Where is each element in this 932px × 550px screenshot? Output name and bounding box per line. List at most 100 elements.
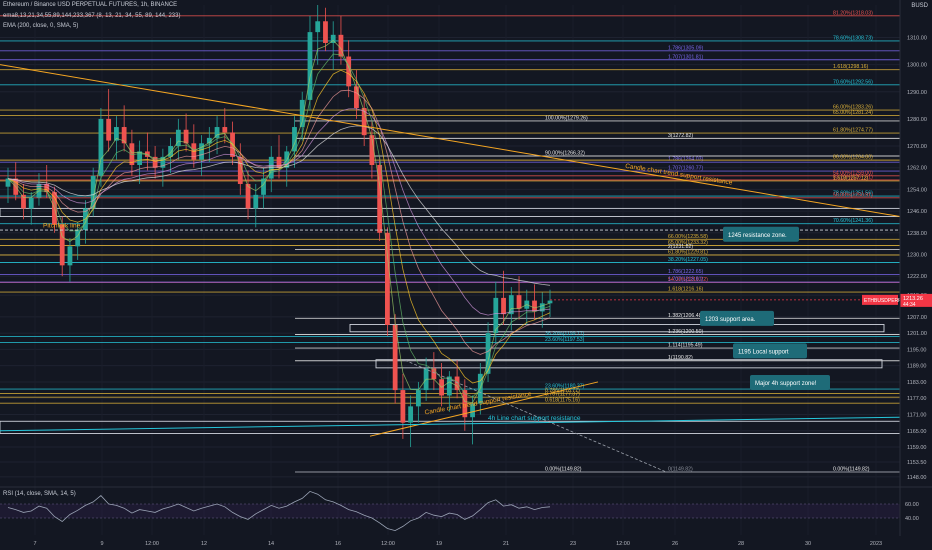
y-tick-label: 1238.00 (907, 231, 927, 237)
fib-label: 0.00%(1149.82) (545, 466, 582, 472)
candle-body (315, 21, 321, 33)
ema-line (7, 108, 551, 316)
candle-body (113, 127, 119, 141)
y-tick-label: 1189.00 (907, 364, 926, 370)
candle-body (129, 143, 135, 165)
fib-label: 1.707(1301.81) (668, 54, 703, 60)
ema-line (7, 89, 551, 355)
fib-label: 50.00%(1250.91) (833, 192, 873, 198)
fib-label: 66.00%(1283.26) (833, 105, 873, 111)
candle-body (237, 156, 243, 184)
fib-label: 66.00%(1235.58) (668, 234, 708, 240)
y-tick-label: 1300.00 (907, 63, 927, 69)
fib-label: 1.618(1257.12) (833, 175, 868, 181)
candle-body (485, 333, 491, 374)
y-tick-label: 1153.50 (907, 460, 926, 466)
candle-body (377, 165, 383, 233)
callout-box (733, 343, 807, 359)
candle-body (384, 232, 390, 325)
candle-body (261, 178, 266, 195)
ema-ribbon-legend: ema8,13,21,34,55,89,144,233,367 (8, 13, … (3, 13, 181, 19)
fib-label: 1.707(1219.81) (668, 277, 703, 283)
candle-body (361, 108, 367, 136)
y-tick-label: 1246.00 (907, 209, 927, 215)
candle-body (547, 300, 553, 304)
callout-box (750, 374, 830, 390)
candle-body (183, 129, 189, 144)
fib-label: 1.786(1305.09) (668, 45, 703, 51)
candle-body (323, 21, 328, 43)
rsi-level-label: 60.00 (905, 502, 919, 508)
fib-label: 61.80%(1229.81) (668, 250, 708, 256)
symbol-title: Ethereum / Binance USD PERPETUAL FUTURES… (3, 2, 178, 8)
fib-label: 3(1272.82) (668, 133, 693, 139)
callout-box (723, 226, 799, 242)
candle-body (307, 32, 313, 100)
fib-label: 1(1190.82) (668, 355, 693, 361)
symbol-tag-text: ETHBUSDPERP (864, 298, 902, 304)
candle-support-trendline (369, 381, 599, 437)
fib-label: 78.60%(1251.56) (833, 191, 873, 197)
fib-label: 38.20%(1199.77) (545, 331, 585, 337)
fib-label: 0(1149.82) (668, 466, 693, 472)
price-tag-countdown: 44:34 (903, 302, 916, 308)
x-tick-label: 12:00 (145, 541, 159, 547)
candle-body (98, 118, 104, 176)
candle-body (121, 127, 127, 144)
candle-body (369, 135, 375, 165)
candle-body (516, 295, 522, 309)
pitchfork-annotation: Pitchfork line (43, 222, 81, 229)
fib-label: 65.00%(1281.24) (833, 110, 873, 116)
y-tick-label: 1177.00 (907, 396, 926, 402)
fib-label: 81.20%(1318.03) (833, 10, 873, 16)
candle-body (75, 230, 81, 247)
y-tick-label: 1195.00 (907, 347, 926, 353)
candle-body (160, 156, 166, 168)
candle-body (470, 403, 475, 418)
candle-body (400, 390, 406, 423)
fib-label: 70.60%(1241.36) (833, 218, 873, 224)
fib-label: 86.00%(1264.80) (833, 155, 873, 161)
fib-label: 1.707(1260.77) (668, 166, 703, 172)
candle-body (431, 368, 437, 380)
fib-label: 0.00%(1149.82) (833, 466, 870, 472)
candle-body (21, 194, 26, 209)
fib-label: 1.618(1298.16) (833, 64, 868, 70)
ema-line (7, 53, 551, 398)
candle-body (59, 224, 65, 266)
candle-body (299, 99, 305, 128)
candle-body (532, 300, 537, 312)
fib-label: 70.60%(1292.56) (833, 79, 873, 85)
fib-label: 0.707(1177.37) (545, 392, 580, 398)
candle-body (408, 406, 414, 423)
x-tick-label: 16 (335, 541, 341, 547)
candle-body (539, 303, 545, 312)
rsi-legend: RSI (14, close, SMA, 14, 5) (3, 491, 76, 497)
fib-label: 78.60%(1308.73) (833, 35, 873, 41)
x-tick-label: 26 (672, 541, 678, 547)
fib-label: 90.00%(1266.32) (545, 150, 585, 156)
candle-body (5, 178, 11, 187)
candle-body (508, 295, 514, 315)
fib-label: 23.60%(1180.37) (545, 384, 585, 390)
y-tick-label: 1290.00 (907, 90, 927, 96)
fib-label: 0.618(1175.16) (545, 398, 580, 404)
fib-label: 83.20%(1257.51) (833, 174, 873, 180)
fib-label: 38.20%(1227.05) (668, 257, 708, 263)
fib-label: 65.00%(1233.32) (668, 240, 708, 246)
candle-body (175, 129, 181, 147)
fib-label: 54.00%(1219.72) (668, 277, 708, 283)
candle-body (330, 34, 336, 43)
fib-label: 0.786(1178.77) (545, 388, 580, 394)
fib-label: 61.80%(1274.77) (833, 128, 873, 134)
candle-body (462, 390, 468, 418)
candle-body (392, 325, 398, 391)
y-tick-label: 1270.00 (907, 144, 927, 150)
candle-body (106, 118, 112, 141)
candle-body (346, 56, 352, 87)
callout-text: 1195 Local support (738, 349, 789, 355)
line-chart-trendline (0, 416, 901, 432)
callout-box (700, 310, 774, 326)
